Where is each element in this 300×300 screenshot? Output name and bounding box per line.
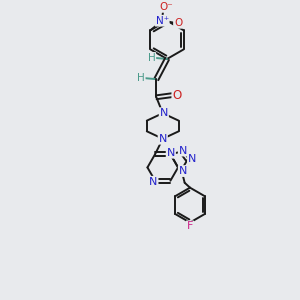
Text: O: O xyxy=(172,88,182,102)
Text: N: N xyxy=(167,148,175,158)
Text: N: N xyxy=(188,154,196,164)
Text: O: O xyxy=(174,18,182,28)
Text: O⁻: O⁻ xyxy=(160,2,173,12)
Text: N: N xyxy=(160,108,168,118)
Text: N: N xyxy=(159,134,167,144)
Text: N: N xyxy=(179,146,187,156)
Text: H: H xyxy=(137,73,145,83)
Text: H: H xyxy=(148,53,155,63)
Text: N: N xyxy=(149,177,158,187)
Text: F: F xyxy=(187,221,193,231)
Text: N: N xyxy=(179,166,187,176)
Text: N⁺: N⁺ xyxy=(155,16,169,26)
